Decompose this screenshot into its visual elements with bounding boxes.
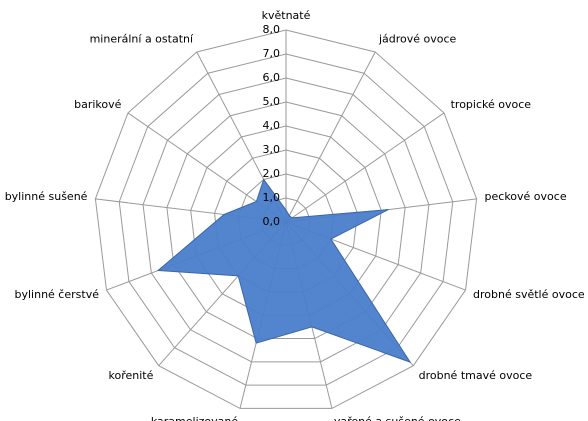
spoke — [285, 112, 445, 223]
y-tick-label: 2,0 — [263, 167, 281, 180]
y-tick-label: 0,0 — [263, 215, 281, 228]
y-tick-label: 4,0 — [263, 119, 281, 132]
y-tick-label: 7,0 — [263, 47, 281, 60]
grid-ring — [166, 101, 406, 340]
category-label: tropické ovoce — [451, 98, 532, 111]
category-label: kořenité — [109, 369, 154, 382]
y-tick-label: 6,0 — [263, 71, 281, 84]
category-label: vařené a sušené ovoce — [334, 415, 461, 421]
radar-area — [156, 178, 412, 364]
y-tick-label: 3,0 — [263, 143, 281, 156]
category-label: minerální a ostatní — [90, 33, 194, 46]
category-label: bylinné sušené — [5, 190, 88, 203]
category-label: karamelizované — [151, 415, 239, 421]
category-label: drobné světlé ovoce — [473, 288, 585, 301]
category-label: květnaté — [262, 9, 311, 22]
y-tick-label: 8,0 — [263, 23, 281, 36]
category-label: bylinné čerstvé — [15, 288, 100, 301]
spoke — [285, 51, 376, 223]
y-tick-label: 5,0 — [263, 95, 281, 108]
y-tick-label: 1,0 — [263, 191, 281, 204]
grid-ring — [118, 53, 454, 386]
category-label: drobné tmavé ovoce — [419, 369, 533, 382]
grid-ring — [94, 29, 478, 409]
category-label: barikové — [74, 98, 122, 111]
grid-ring — [142, 77, 430, 363]
category-label: peckové ovoce — [485, 190, 567, 203]
category-label: jádrové ovoce — [378, 33, 457, 46]
